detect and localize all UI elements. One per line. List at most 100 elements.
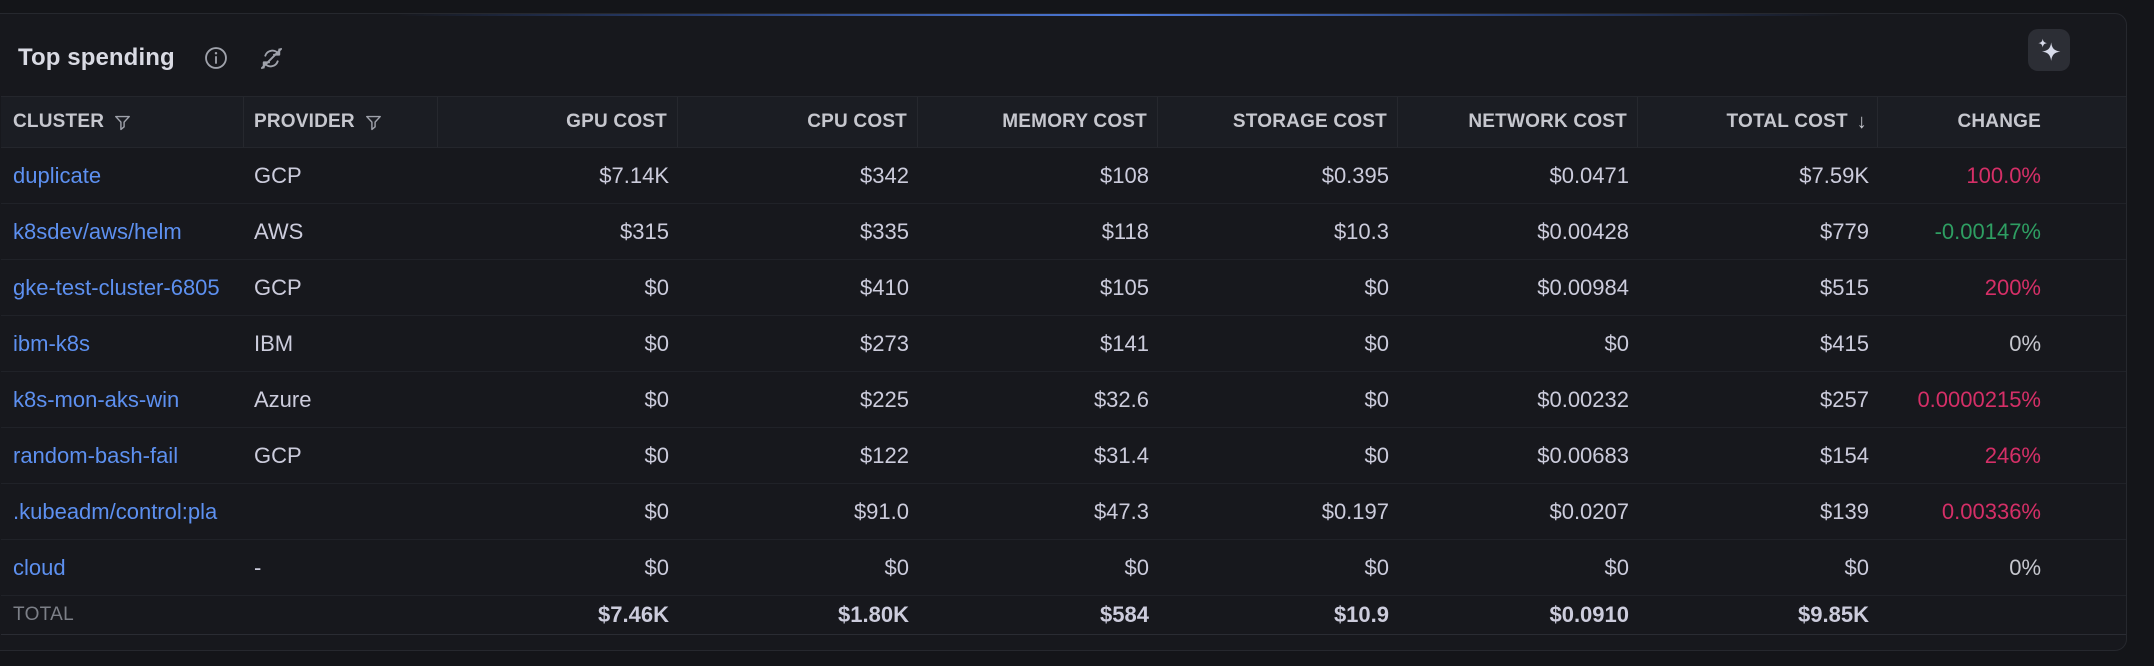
column-header-provider[interactable]: PROVIDER xyxy=(244,97,438,147)
cell-memory: $108 xyxy=(1100,162,1149,188)
cell-cluster: ibm-k8s xyxy=(1,331,244,357)
cell-provider: IBM xyxy=(254,330,294,356)
cell-memory: $105 xyxy=(1100,274,1149,300)
table-body: duplicate GCP $7.14K $342 $108 $0.395 $0.0471 $… xyxy=(1,148,2126,596)
footer-network: $0.0910 xyxy=(1549,602,1629,627)
cell-cluster: k8sdev/aws/helm xyxy=(1,219,244,245)
info-icon[interactable] xyxy=(201,43,231,73)
table-header-row: CLUSTER PROVIDER GPU COST CPU COST MEMORY CO… xyxy=(1,96,2126,148)
cell-gpu: $0 xyxy=(644,554,669,580)
column-header-label: TOTAL COST xyxy=(1726,111,1848,132)
panel-title: Top spending xyxy=(18,44,175,71)
cell-memory: $31.4 xyxy=(1093,442,1149,468)
footer-total: $9.85K xyxy=(1798,602,1869,627)
table-row: duplicate GCP $7.14K $342 $108 $0.395 $0.0471 $… xyxy=(1,148,2126,204)
column-header-total-cost[interactable]: TOTAL COST ↓ xyxy=(1638,97,1878,147)
cluster-link[interactable]: cloud xyxy=(13,554,66,580)
cell-total: $0 xyxy=(1844,554,1869,580)
cell-cluster: random-bash-fail xyxy=(1,443,244,469)
cell-total: $139 xyxy=(1820,498,1869,524)
cell-storage: $0 xyxy=(1364,386,1389,412)
column-header-network-cost[interactable]: NETWORK COST xyxy=(1398,97,1638,147)
cell-storage: $0 xyxy=(1364,554,1389,580)
cluster-link[interactable]: .kubeadm/control:pla xyxy=(13,498,218,524)
cell-total: $7.59K xyxy=(1799,162,1869,188)
cell-memory: $47.3 xyxy=(1093,498,1149,524)
filter-icon[interactable] xyxy=(113,113,132,132)
cell-gpu: $0 xyxy=(644,330,669,356)
cell-cpu: $410 xyxy=(860,274,909,300)
cell-total: $779 xyxy=(1820,218,1869,244)
cell-cpu: $225 xyxy=(860,386,909,412)
table-row: .kubeadm/control:pla $0 $91.0 $47.3 $0.197 $0… xyxy=(1,484,2126,540)
column-header-label: CHANGE xyxy=(1957,111,2041,132)
cluster-link[interactable]: ibm-k8s xyxy=(13,330,91,356)
panel-header: Top spending xyxy=(1,14,2126,96)
cell-provider: - xyxy=(254,554,262,580)
column-header-label: STORAGE COST xyxy=(1232,111,1387,132)
footer-cpu: $1.80K xyxy=(838,602,909,627)
cell-cluster: gke-test-cluster-6805 xyxy=(1,275,244,301)
cluster-link[interactable]: k8sdev/aws/helm xyxy=(13,218,182,244)
column-header-change[interactable]: CHANGE xyxy=(1878,97,2126,147)
filter-icon[interactable] xyxy=(364,113,383,132)
cell-storage: $0 xyxy=(1364,330,1389,356)
cell-change: 246% xyxy=(1984,442,2041,468)
cell-network: $0 xyxy=(1604,330,1629,356)
cell-cpu: $0 xyxy=(884,554,909,580)
column-header-memory-cost[interactable]: MEMORY COST xyxy=(918,97,1158,147)
cell-network: $0.00428 xyxy=(1537,218,1629,244)
column-header-gpu-cost[interactable]: GPU COST xyxy=(438,97,678,147)
cell-total: $257 xyxy=(1820,386,1869,412)
ai-assistant-button[interactable] xyxy=(2028,29,2070,71)
top-spending-table: CLUSTER PROVIDER GPU COST CPU COST MEMORY CO… xyxy=(1,96,2126,635)
cell-storage: $0.395 xyxy=(1321,162,1389,188)
cell-memory: $141 xyxy=(1100,330,1149,356)
cell-gpu: $315 xyxy=(620,218,669,244)
cluster-link[interactable]: duplicate xyxy=(13,162,102,188)
table-row: gke-test-cluster-6805 GCP $0 $410 $105 $0 $0.0… xyxy=(1,260,2126,316)
cell-gpu: $0 xyxy=(644,442,669,468)
column-header-cpu-cost[interactable]: CPU COST xyxy=(678,97,918,147)
footer-total-label: TOTAL xyxy=(13,604,74,625)
cell-storage: $10.3 xyxy=(1333,218,1389,244)
cluster-link[interactable]: random-bash-fail xyxy=(13,442,179,468)
cell-cluster: cloud xyxy=(1,555,244,581)
cell-memory: $118 xyxy=(1101,218,1149,244)
cell-gpu: $0 xyxy=(644,386,669,412)
cell-storage: $0.197 xyxy=(1321,498,1389,524)
footer-memory: $584 xyxy=(1100,602,1149,627)
cell-change: 0.0000215% xyxy=(1917,386,2041,412)
panel-content: Top spending xyxy=(1,14,2126,650)
cell-cluster: k8s-mon-aks-win xyxy=(1,387,244,413)
cell-gpu: $7.14K xyxy=(599,162,669,188)
cell-cpu: $273 xyxy=(860,330,909,356)
table-header: CLUSTER PROVIDER GPU COST CPU COST MEMORY CO… xyxy=(1,96,2126,148)
table-row: random-bash-fail GCP $0 $122 $31.4 $0 $0.00683… xyxy=(1,428,2126,484)
cell-storage: $0 xyxy=(1364,442,1389,468)
column-header-label: GPU COST xyxy=(566,111,667,132)
cell-cpu: $122 xyxy=(860,442,909,468)
cluster-link[interactable]: gke-test-cluster-6805 xyxy=(13,274,220,300)
cell-memory: $32.6 xyxy=(1093,386,1149,412)
footer-gpu: $7.46K xyxy=(598,602,669,627)
cell-provider: Azure xyxy=(254,386,312,412)
column-header-storage-cost[interactable]: STORAGE COST xyxy=(1158,97,1398,147)
cell-network: $0.00232 xyxy=(1537,386,1629,412)
sync-disabled-icon[interactable] xyxy=(257,43,287,73)
cell-change: 100.0% xyxy=(1966,162,2041,188)
cluster-link[interactable]: k8s-mon-aks-win xyxy=(13,386,180,412)
footer-storage: $10.9 xyxy=(1333,602,1389,627)
cell-cpu: $91.0 xyxy=(853,498,909,524)
cell-change: 0% xyxy=(2009,554,2041,580)
top-spending-panel: Top spending xyxy=(0,13,2127,651)
sparkles-icon xyxy=(2036,37,2062,63)
column-header-label: NETWORK COST xyxy=(1468,111,1627,132)
cell-provider: GCP xyxy=(254,274,302,300)
sort-descending-icon: ↓ xyxy=(1856,110,1867,133)
cell-memory: $0 xyxy=(1124,554,1149,580)
column-header-cluster[interactable]: CLUSTER xyxy=(1,97,244,147)
cell-network: $0.0471 xyxy=(1549,162,1629,188)
cell-network: $0.0207 xyxy=(1549,498,1629,524)
cell-total: $415 xyxy=(1820,330,1869,356)
